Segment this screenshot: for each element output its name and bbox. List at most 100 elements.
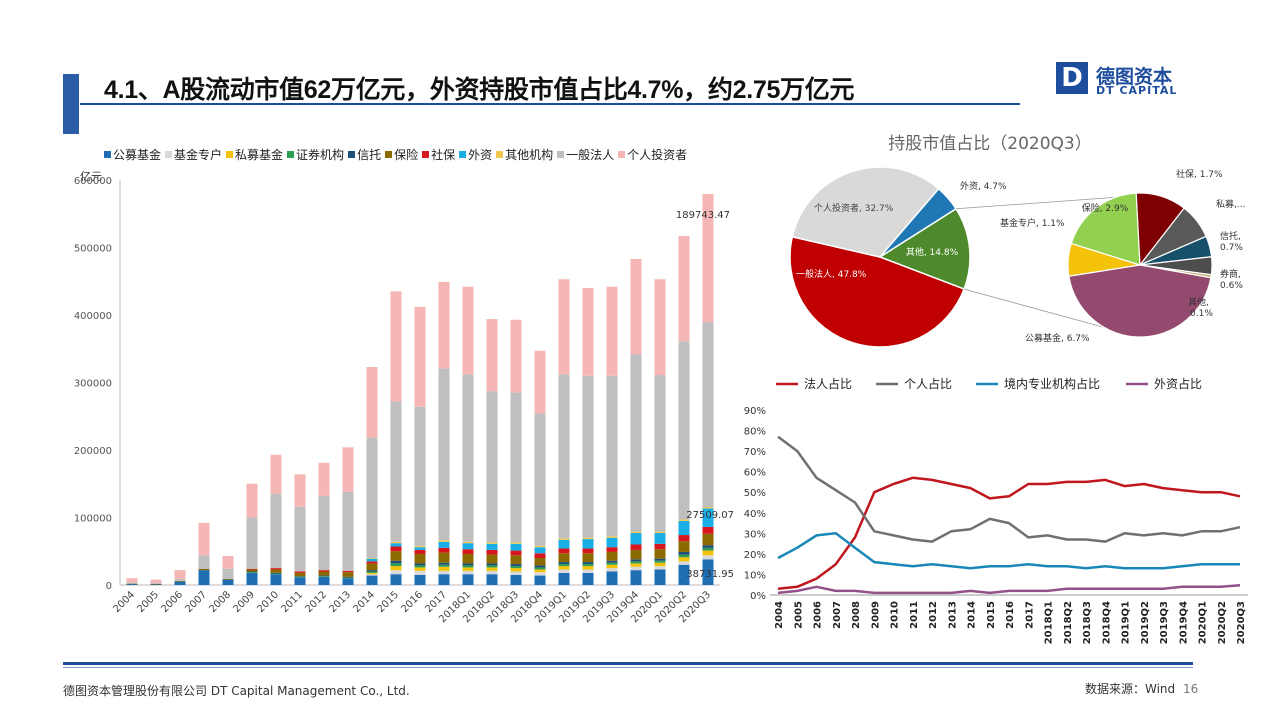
legend-label: 公募基金 <box>113 148 162 162</box>
legend-swatch <box>618 151 626 158</box>
bar-segment <box>486 543 498 550</box>
bar-segment <box>390 401 402 542</box>
breakout-label: 社保, 1.7% <box>1176 168 1223 180</box>
bar-segment <box>414 545 426 548</box>
legend-swatch <box>385 151 393 158</box>
y-tick-label: 600000 <box>74 176 112 187</box>
bar-chart-legend: 公募基金 基金专户 私募基金 证券机构 信托 保险 社保 外资 其他机构 一般法人 个人投资者 <box>104 146 691 163</box>
bar-segment <box>390 543 402 547</box>
bar-segment <box>678 561 690 565</box>
bar-segment <box>246 571 258 573</box>
bar-segment <box>390 574 402 585</box>
bar-segment <box>462 574 474 585</box>
bar-segment <box>654 531 666 534</box>
pie-slice <box>789 235 966 348</box>
bar-segment <box>150 584 162 585</box>
legend-label: 保险 <box>394 148 419 162</box>
bar-segment <box>462 286 474 375</box>
bar-segment <box>510 568 522 572</box>
bar-segment <box>486 567 498 571</box>
bar-segment <box>534 547 546 554</box>
legend-label: 基金专户 <box>174 148 223 162</box>
series-line <box>777 435 1241 543</box>
y-tick-label: 300000 <box>74 379 112 390</box>
bar-segment <box>438 540 450 542</box>
bar-segment <box>654 569 666 585</box>
bar-segment <box>654 560 666 563</box>
bar-segment <box>510 574 522 585</box>
x-tick-label: 2014 <box>351 589 377 615</box>
bar-segment <box>702 194 714 323</box>
legend-label: 社保 <box>431 148 456 162</box>
bar-segment <box>630 544 642 550</box>
y-tick-label: 20% <box>744 550 766 561</box>
bar-segment <box>438 566 450 571</box>
bar-segment <box>510 542 522 544</box>
legend-swatch <box>104 151 111 158</box>
bar-segment <box>174 580 186 582</box>
bar-segment <box>318 576 330 577</box>
y-tick-label: 500000 <box>74 244 112 255</box>
bar-segment <box>486 563 498 566</box>
legend-swatch <box>459 151 467 158</box>
bar-segment <box>534 572 546 576</box>
bar-segment <box>702 508 714 527</box>
breakout-label-value: 0.6% <box>1220 281 1243 291</box>
bar-segment <box>342 491 354 571</box>
bar-segment <box>606 564 618 569</box>
logo-text-cn: 德图资本 <box>1096 66 1173 88</box>
bar-segment <box>174 581 186 585</box>
bar-segment <box>342 572 354 577</box>
x-tick-label: 2011 <box>279 589 305 615</box>
bar-segment <box>678 535 690 542</box>
footer-company: 德图资本管理股份有限公司 DT Capital Management Co., … <box>63 684 410 698</box>
footer-rule <box>63 662 1193 665</box>
bar-segment <box>294 577 306 585</box>
breakout-label: 基金专户, 1.1% <box>1000 217 1065 229</box>
bar-segment <box>366 572 378 575</box>
legend-label: 私募基金 <box>235 148 284 162</box>
line-chart: 法人占比 个人占比 境内专业机构占比 外资占比 0% 10% 20% 30% 40% 50% 60%… <box>744 376 1248 644</box>
bar-segment <box>462 374 474 542</box>
x-tick-label: 2011 <box>909 601 920 629</box>
bar-segment <box>390 291 402 402</box>
bar-segment <box>294 572 306 577</box>
bar-segment <box>198 555 210 569</box>
bar-segment <box>558 279 570 375</box>
x-tick-label: 2014 <box>967 601 978 629</box>
bar-segment <box>582 569 594 573</box>
breakout-label: 其他, <box>1188 296 1209 308</box>
bar-segment <box>534 558 546 566</box>
bar-segment <box>462 541 474 544</box>
bar-segment <box>366 558 378 559</box>
x-tick-label: 2019Q3 <box>1159 601 1170 644</box>
bar-segment <box>438 574 450 585</box>
bar-segment <box>534 569 546 573</box>
bar-segment <box>150 579 162 583</box>
bar-segment <box>630 566 642 571</box>
legend-swatch <box>557 151 565 158</box>
y-tick-label: 90% <box>744 406 766 417</box>
bar-segment <box>126 578 138 583</box>
bar-segment <box>414 549 426 554</box>
bar-segment <box>510 571 522 575</box>
bar-segment <box>270 493 282 569</box>
bar-segment <box>606 537 618 548</box>
bar-segment <box>486 565 498 568</box>
x-tick-label: 2012 <box>928 601 939 629</box>
bar-segment <box>654 533 666 544</box>
title-accent-bar <box>63 74 79 134</box>
bar-segment <box>630 258 642 355</box>
bar-segment <box>462 565 474 568</box>
bar-segment <box>222 579 234 585</box>
bar-segment <box>342 578 354 585</box>
bar-segment <box>606 560 618 563</box>
bar-segment <box>414 567 426 571</box>
legend-item-5: 保险 <box>385 146 418 163</box>
bar-segment <box>438 570 450 575</box>
bar-segment <box>534 553 546 558</box>
bar-segment <box>702 507 714 509</box>
bar-segment <box>462 543 474 550</box>
bar-segment <box>606 562 618 565</box>
bar-segment <box>246 483 258 518</box>
